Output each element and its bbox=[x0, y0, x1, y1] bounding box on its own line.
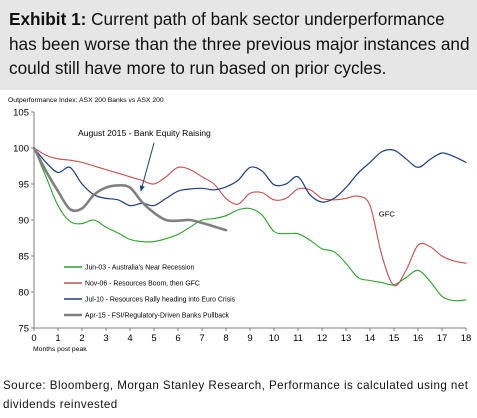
line-chart: Outperformance Index: ASX 200 Banks vs A… bbox=[8, 97, 472, 353]
x-axis-title: Months post peak bbox=[33, 346, 87, 353]
y-tick-label: 75 bbox=[18, 324, 29, 335]
x-tick-label: 14 bbox=[365, 333, 376, 344]
x-tick-label: 17 bbox=[437, 333, 448, 344]
x-tick-label: 5 bbox=[151, 333, 156, 344]
x-tick-label: 2 bbox=[79, 333, 84, 344]
x-tick-label: 6 bbox=[175, 333, 180, 344]
legend-label: Jun-03 - Australia's Near Recession bbox=[85, 265, 194, 272]
x-tick-label: 18 bbox=[461, 333, 472, 344]
gfc-annotation: GFC bbox=[379, 209, 396, 218]
x-tick-label: 7 bbox=[199, 333, 204, 344]
y-tick-label: 105 bbox=[13, 108, 29, 119]
y-axis-title: Outperformance Index: ASX 200 Banks vs A… bbox=[8, 97, 164, 104]
exhibit-title-text: Current path of bank sector underperform… bbox=[9, 9, 470, 78]
y-tick-label: 80 bbox=[18, 288, 29, 299]
y-tick-label: 90 bbox=[18, 216, 29, 227]
series-line-jul10 bbox=[33, 147, 467, 207]
legend-label: Nov-06 - Resources Boom, then GFC bbox=[85, 281, 200, 288]
annotation-arrow-line bbox=[140, 142, 155, 192]
annotation-arrow-head bbox=[139, 185, 145, 192]
x-tick-label: 16 bbox=[413, 333, 424, 344]
series-line-jun03 bbox=[33, 147, 467, 302]
annotation-label: August 2015 - Bank Equity Raising bbox=[78, 128, 211, 138]
exhibit-header: Exhibit 1: Current path of bank sector u… bbox=[0, 0, 477, 90]
exhibit-label: Exhibit 1: bbox=[9, 9, 87, 29]
x-tick-label: 3 bbox=[103, 333, 108, 344]
legend-label: Apr-15 - FSI/Regulatory-Driven Banks Pul… bbox=[85, 313, 230, 320]
legend-label: Jul-10 - Resources Rally heading into Eu… bbox=[85, 297, 236, 304]
x-tick-label: 4 bbox=[127, 333, 132, 344]
x-tick-label: 0 bbox=[31, 333, 36, 344]
series-line-nov06 bbox=[33, 147, 467, 287]
x-tick-label: 13 bbox=[341, 333, 352, 344]
x-tick-label: 1 bbox=[55, 333, 60, 344]
series-line-apr15 bbox=[32, 146, 228, 232]
y-tick-label: 95 bbox=[18, 180, 29, 191]
x-tick-label: 9 bbox=[247, 333, 252, 344]
x-tick-label: 15 bbox=[389, 333, 400, 344]
x-tick-label: 12 bbox=[317, 333, 328, 344]
x-tick-label: 10 bbox=[269, 333, 280, 344]
y-tick-label: 85 bbox=[18, 252, 29, 263]
y-tick-label: 100 bbox=[13, 144, 29, 155]
exhibit-title: Exhibit 1: Current path of bank sector u… bbox=[9, 7, 473, 81]
source-note: Source: Bloomberg, Morgan Stanley Resear… bbox=[3, 379, 469, 411]
x-tick-label: 11 bbox=[293, 333, 303, 344]
x-tick-label: 8 bbox=[223, 333, 228, 344]
